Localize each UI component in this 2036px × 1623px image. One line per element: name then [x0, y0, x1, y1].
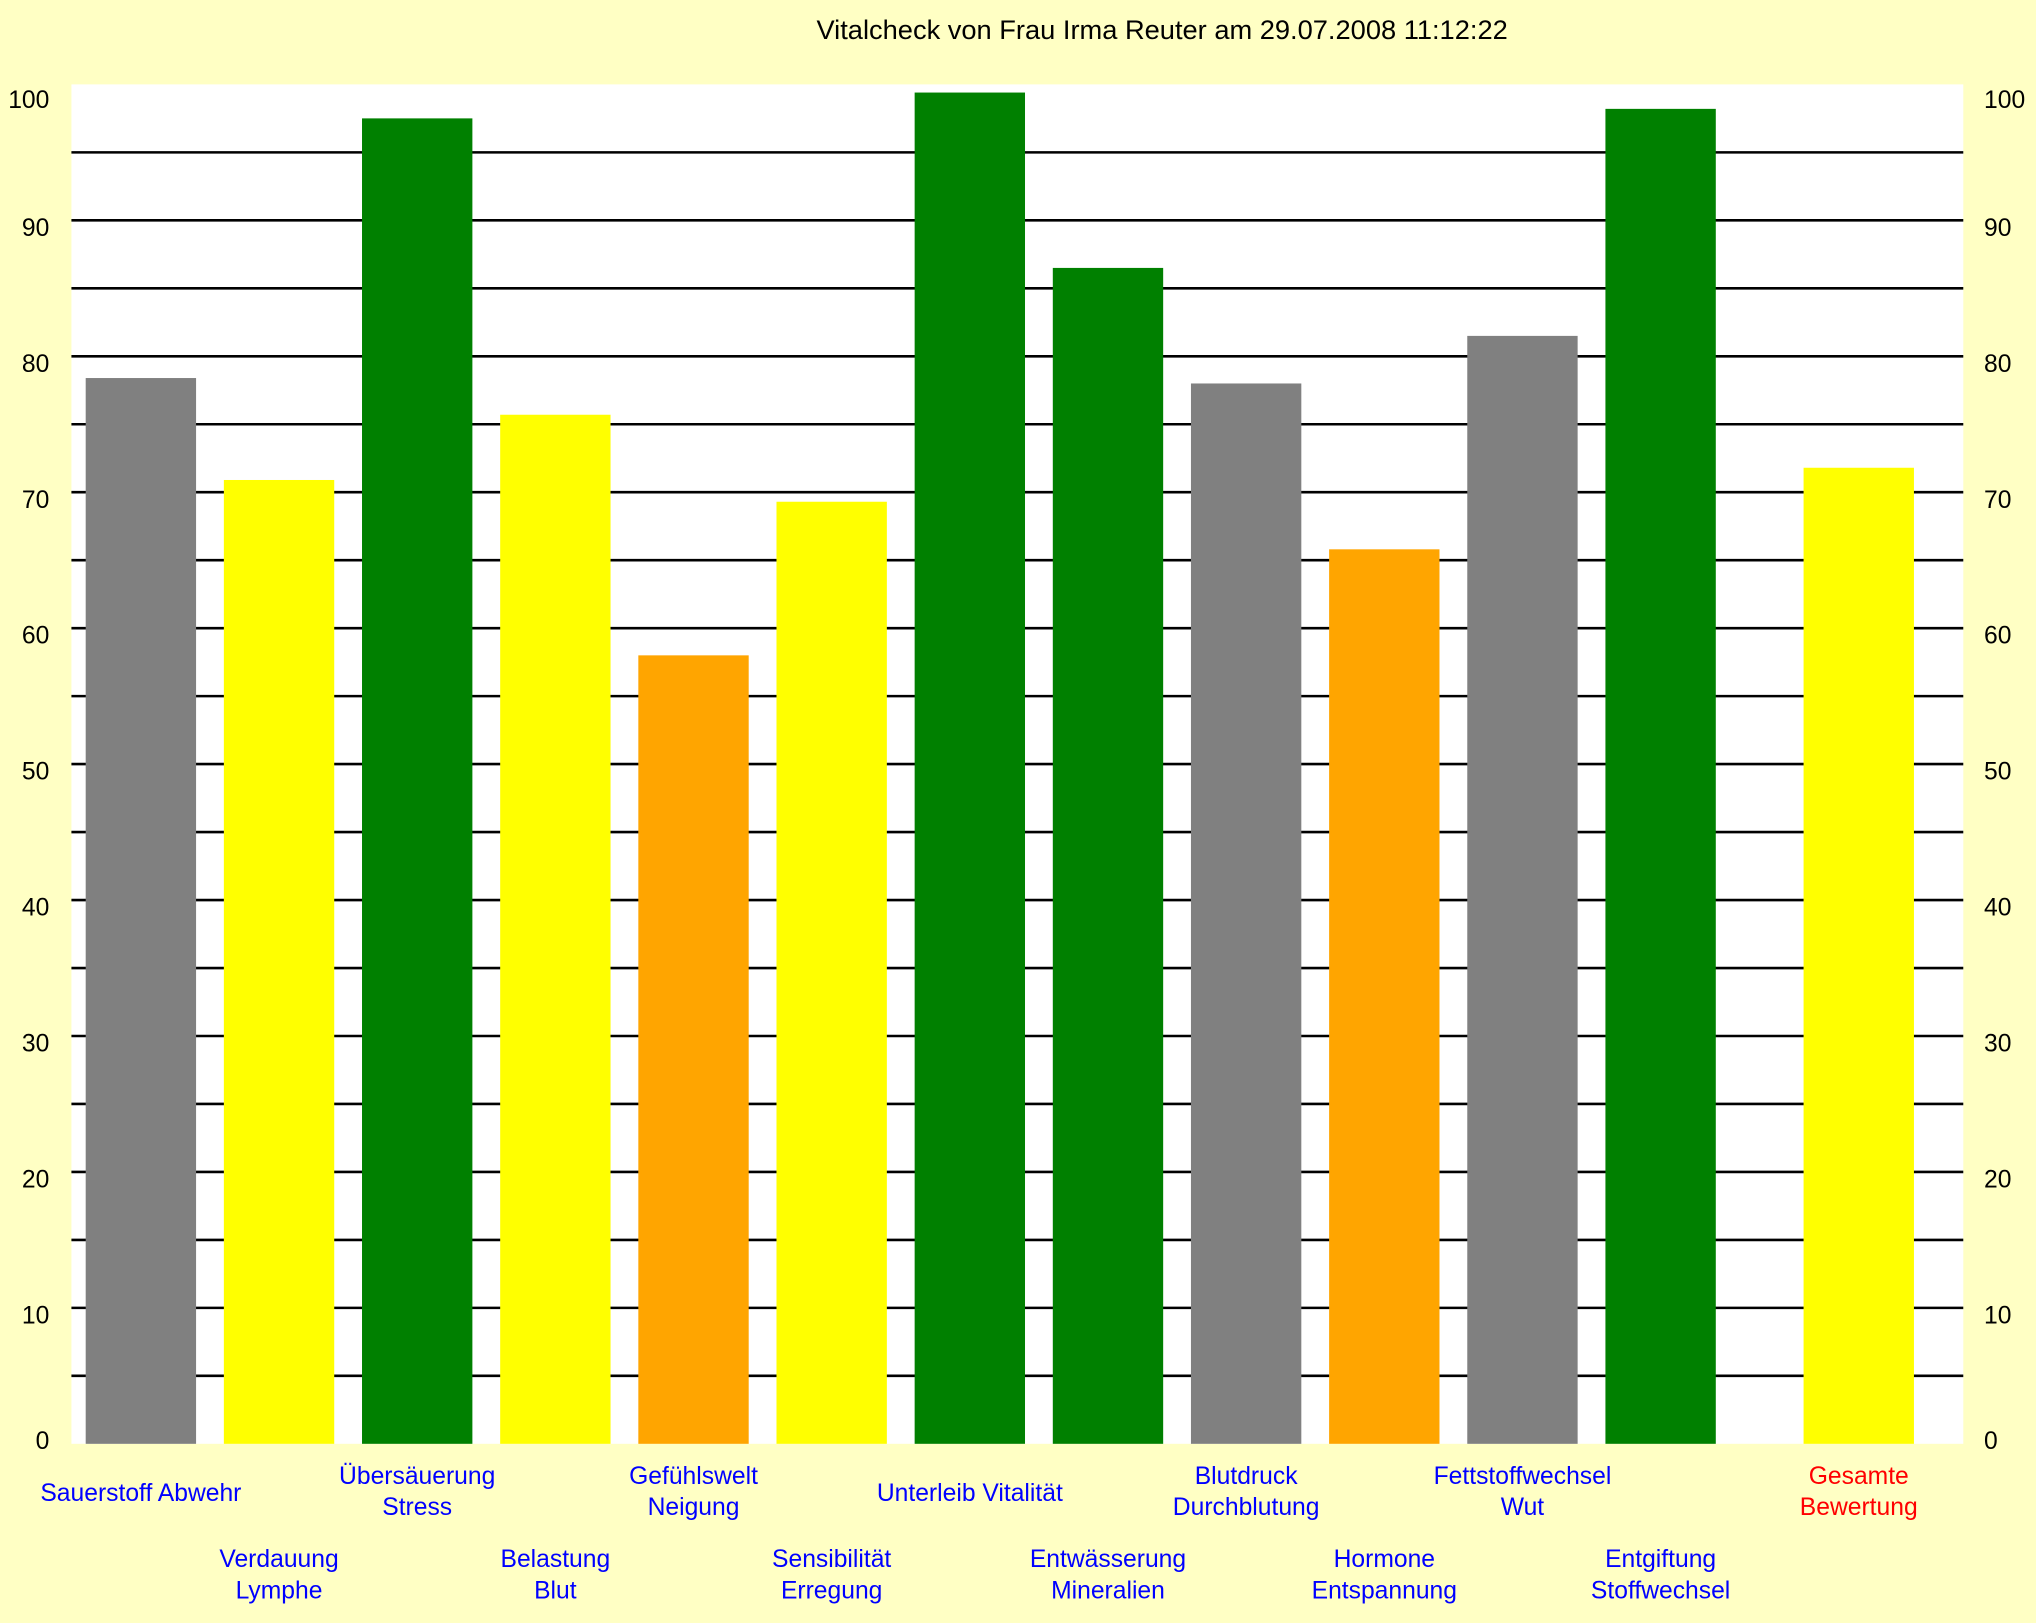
y-tick-label-left: 10 [22, 1302, 49, 1329]
x-category-label-line: Stoffwechsel [1591, 1577, 1730, 1604]
x-category-label: Übersäuerung Stress [339, 1463, 495, 1521]
bar [362, 118, 473, 1444]
x-category-label: Sensibilität Erregung [772, 1546, 891, 1604]
chart-title: Vitalcheck von Frau Irma Reuter am 29.07… [816, 14, 1507, 45]
y-tick-label-right: 10 [1984, 1302, 2011, 1329]
y-tick-label-left: 80 [22, 351, 49, 378]
x-category-label-line: Mineralien [1051, 1577, 1165, 1604]
y-tick-label-left: 60 [22, 623, 49, 650]
x-category-label-line: Belastung [501, 1546, 611, 1573]
y-tick-label-right: 80 [1984, 351, 2011, 378]
x-category-label: Gesamte Bewertung [1800, 1463, 1918, 1521]
x-category-label-line: Übersäuerung [339, 1463, 495, 1490]
x-category-label: Entgiftung Stoffwechsel [1591, 1546, 1730, 1604]
bar [776, 501, 887, 1444]
y-tick-label-left: 90 [22, 215, 49, 242]
x-category-label: Gefühlswelt Neigung [629, 1463, 758, 1521]
x-category-label-line: Hormone [1334, 1546, 1435, 1573]
x-category-label-line: Blut [534, 1577, 577, 1604]
x-category-label-line: Lymphe [236, 1577, 323, 1604]
x-category-label-line: Stress [382, 1494, 452, 1521]
x-category-label-line: Neigung [648, 1494, 740, 1521]
bars [85, 92, 1914, 1444]
x-category-label-line: Wut [1501, 1494, 1545, 1521]
x-category-label: Fettstoffwechsel Wut [1434, 1463, 1612, 1521]
x-category-label-line: Verdauung [219, 1546, 338, 1573]
y-tick-label-right: 90 [1984, 215, 2011, 242]
x-category-label: Entwässerung Mineralien [1030, 1546, 1186, 1604]
y-tick-label-right: 30 [1984, 1031, 2011, 1058]
x-category-label-line: Entwässerung [1030, 1546, 1186, 1573]
bar [1190, 383, 1302, 1444]
x-category-label: Unterleib Vitalität [877, 1480, 1063, 1507]
y-tick-label-right: 0 [1984, 1428, 1998, 1455]
y-tick-label-left: 100 [8, 87, 49, 114]
y-axis-left: 0 10 20 30 40 50 60 70 80 90 100 [8, 87, 49, 1455]
bar [914, 92, 1026, 1444]
y-tick-label-left: 0 [36, 1428, 50, 1455]
bar [500, 414, 611, 1444]
x-category-label: Belastung Blut [501, 1546, 611, 1604]
bar [223, 479, 335, 1444]
bar [1329, 549, 1440, 1444]
bar [638, 655, 749, 1444]
x-category-label-line: Durchblutung [1173, 1494, 1320, 1521]
y-tick-label-left: 50 [22, 759, 49, 786]
y-tick-label-right: 20 [1984, 1167, 2011, 1194]
y-tick-label-right: 60 [1984, 623, 2011, 650]
y-tick-label-right: 40 [1984, 895, 2011, 922]
x-category-label-line: Entgiftung [1605, 1546, 1716, 1573]
y-tick-label-left: 70 [22, 487, 49, 514]
y-tick-label-left: 20 [22, 1167, 49, 1194]
x-category-label-line: Entspannung [1312, 1577, 1457, 1604]
x-category-label-line: Gesamte [1809, 1463, 1909, 1490]
bar [1052, 267, 1164, 1444]
x-category-label: Hormone Entspannung [1312, 1546, 1457, 1604]
x-axis-labels: Sauerstoff Abwehr Verdauung Lymphe Übersäue… [40, 1463, 1917, 1604]
x-category-label: Blutdruck Durchblutung [1173, 1463, 1320, 1521]
y-tick-label-left: 30 [22, 1031, 49, 1058]
y-tick-label-right: 70 [1984, 487, 2011, 514]
x-category-label-line: Bewertung [1800, 1494, 1918, 1521]
y-tick-label-left: 40 [22, 895, 49, 922]
y-tick-label-right: 100 [1984, 87, 2025, 114]
x-category-label-line: Fettstoffwechsel [1434, 1463, 1612, 1490]
x-category-label-line: Blutdruck [1195, 1463, 1298, 1490]
y-tick-label-right: 50 [1984, 759, 2011, 786]
bar [1605, 108, 1716, 1444]
x-category-label-line: Gefühlswelt [629, 1463, 758, 1490]
bar [1467, 335, 1578, 1444]
x-category-label-line: Erregung [781, 1577, 882, 1604]
bar [85, 378, 197, 1444]
x-category-label: Sauerstoff Abwehr [40, 1480, 241, 1507]
y-axis-right: 0 10 20 30 40 50 60 70 80 90 100 [1984, 87, 2025, 1455]
bar [1803, 467, 1914, 1444]
x-category-label-line: Sensibilität [772, 1546, 891, 1573]
x-category-label: Verdauung Lymphe [219, 1546, 338, 1604]
